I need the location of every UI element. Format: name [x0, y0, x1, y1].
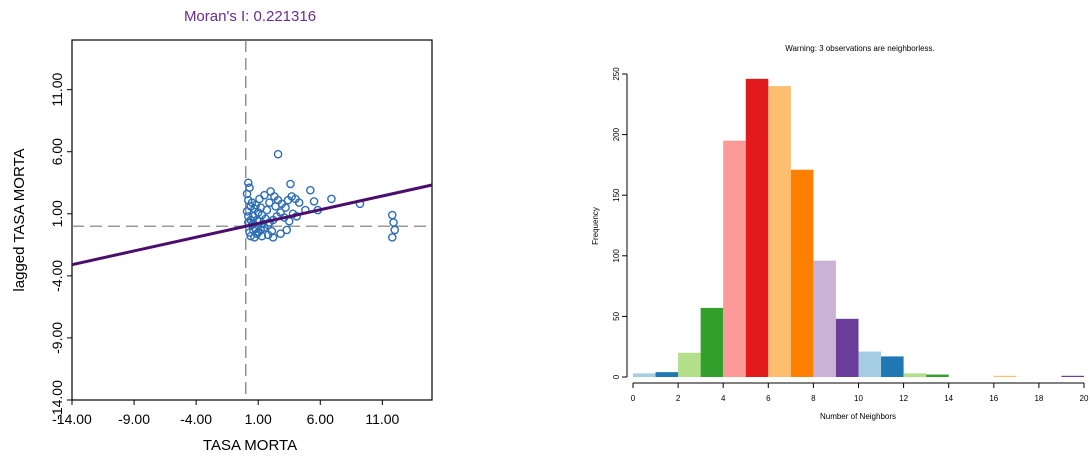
scatter-point	[263, 230, 273, 240]
scatter-point	[306, 185, 315, 195]
scatter-y-tick-label: 11.00	[49, 72, 65, 106]
scatter-point	[276, 229, 285, 238]
regression-line-path	[71, 183, 433, 267]
histogram-bar	[993, 375, 1017, 377]
histogram-bar	[768, 86, 791, 378]
histogram-y-tick-label: 250	[612, 67, 621, 81]
scatter-point	[387, 210, 397, 220]
histogram-x-tick-label: 0	[631, 394, 636, 403]
scatter-x-tick-label: 6.00	[307, 411, 334, 427]
scatter-plot-frame	[71, 39, 433, 401]
histogram-bar	[813, 260, 836, 377]
histogram-bar	[1061, 375, 1084, 377]
scatter-y-tick-label: 1.00	[49, 200, 65, 227]
scatter-x-tick-label: -9.00	[118, 411, 150, 427]
histogram-y-tick-label: 0	[612, 374, 621, 379]
histogram-bar	[745, 78, 769, 378]
histogram-y-tick-label: 100	[612, 249, 621, 263]
regression-line	[71, 183, 433, 267]
moran-scatter-plot: Moran's I: 0.221316 -14.00 -9.00 -4.00 1.00…	[11, 8, 433, 454]
scatter-point	[242, 207, 252, 216]
histogram-x-axis: 0 2 4 6 8 10 12 14 16 18 20	[631, 382, 1089, 403]
scatter-y-axis-label: lagged TASA MORTA	[11, 148, 28, 291]
histogram-x-tick-label: 10	[854, 394, 863, 403]
histogram-x-tick-label: 6	[766, 394, 771, 403]
scatter-point	[387, 233, 397, 242]
histogram-title: Warning: 3 observations are neighborless…	[785, 44, 935, 53]
scatter-y-tick-label: -9.00	[49, 322, 65, 354]
histogram-x-tick-label: 18	[1034, 394, 1043, 403]
histogram-bar	[700, 307, 724, 377]
histogram-x-tick-label: 20	[1080, 394, 1089, 403]
scatter-point	[286, 179, 295, 189]
histogram-y-tick-label: 150	[612, 188, 621, 202]
histogram-y-axis: 0 50 100 150 200 250	[612, 67, 628, 379]
scatter-x-tick-label: -4.00	[180, 411, 212, 427]
scatter-point	[245, 183, 254, 193]
scatter-point	[260, 190, 269, 200]
histogram-bar	[835, 318, 859, 377]
scatter-point	[265, 198, 274, 207]
scatter-point	[309, 197, 319, 206]
scatter-point	[257, 231, 267, 241]
histogram-y-tick-label: 200	[612, 127, 621, 141]
scatter-x-ticks: -14.00 -9.00 -4.00 1.00 6.00 11.00	[52, 400, 400, 427]
histogram-bar	[655, 372, 679, 377]
histogram-bar	[678, 352, 701, 377]
histogram-x-tick-label: 14	[944, 394, 953, 403]
scatter-point	[282, 225, 292, 235]
scatter-point	[281, 203, 290, 212]
scatter-point	[294, 198, 304, 207]
histogram-bar	[858, 351, 882, 377]
histogram-bar	[926, 374, 949, 377]
scatter-title: Moran's I: 0.221316	[184, 8, 316, 25]
histogram-bar	[723, 140, 746, 377]
scatter-y-tick-label: -14.00	[49, 380, 65, 420]
histogram-x-tick-label: 16	[989, 394, 998, 403]
histogram-x-tick-label: 8	[811, 394, 816, 403]
histogram-x-tick-label: 12	[899, 394, 908, 403]
histogram-bar	[881, 356, 904, 377]
scatter-point	[256, 203, 265, 212]
scatter-x-tick-label: 1.00	[245, 411, 272, 427]
scatter-point	[389, 218, 398, 227]
scatter-point	[246, 231, 256, 241]
scatter-point	[390, 225, 400, 235]
scatter-point	[268, 233, 278, 242]
histogram-bars	[633, 78, 1084, 378]
neighbor-histogram: Warning: 3 observations are neighborless…	[591, 44, 1089, 421]
scatter-y-tick-label: -4.00	[49, 260, 65, 292]
scatter-point	[327, 194, 336, 204]
scatter-y-tick-label: 6.00	[49, 138, 65, 165]
scatter-point	[243, 178, 253, 188]
scatter-point	[251, 200, 261, 210]
histogram-bar	[633, 373, 656, 377]
scatter-point	[273, 149, 283, 159]
histogram-bar	[903, 373, 927, 377]
histogram-x-tick-label: 4	[721, 394, 726, 403]
scatter-point	[284, 216, 294, 226]
histogram-bar	[790, 169, 814, 377]
scatter-x-tick-label: 11.00	[365, 411, 399, 427]
scatter-y-ticks: -14.00 -9.00 -4.00 1.00 6.00 11.00	[49, 72, 72, 420]
histogram-x-tick-label: 2	[676, 394, 681, 403]
histogram-y-axis-label: Frequency	[591, 207, 600, 245]
scatter-point	[266, 187, 275, 196]
scatter-x-axis-label: TASA MORTA	[203, 437, 297, 454]
histogram-x-axis-label: Number of Neighbors	[820, 412, 896, 421]
histogram-y-tick-label: 50	[612, 311, 621, 320]
scatter-points	[242, 149, 400, 242]
scatter-x-tick-label: -14.00	[52, 411, 92, 427]
